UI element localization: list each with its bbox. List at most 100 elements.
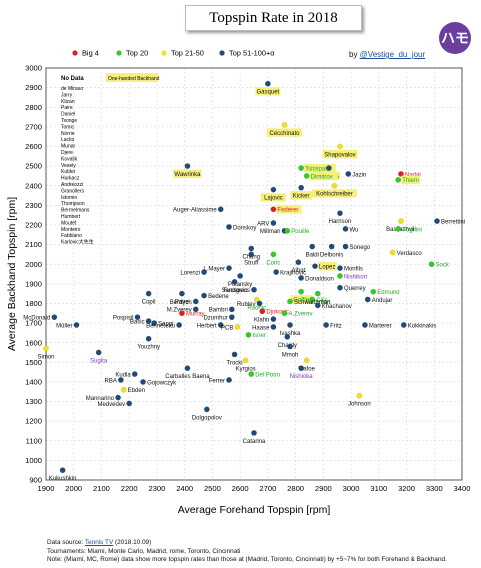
point-marker (362, 322, 368, 328)
point-marker (356, 392, 363, 399)
point-label: Benneteau (146, 323, 175, 329)
point-label: Bedene (208, 294, 229, 300)
y-tick-label: 1200 (25, 417, 42, 426)
point-marker (270, 316, 277, 322)
no-data-item: Daniel (61, 112, 75, 118)
point-marker (217, 322, 224, 328)
one-handed-highlight (401, 175, 420, 185)
point-marker (265, 80, 271, 87)
point-marker (226, 224, 232, 230)
point-label: Khachanov (322, 304, 352, 310)
author-handle-link[interactable]: @Vestige_du_jour (359, 50, 426, 59)
brand-logo-icon: ハモ (439, 22, 471, 54)
point-label: Krajinovic (280, 270, 306, 276)
point-label: Basilashvili (386, 227, 416, 233)
point-label: Polansky (228, 282, 252, 288)
point-marker (226, 377, 232, 383)
tick-labels: 1900 2000 2100 2200 2300 2400 2500 2600 2700 2800… (25, 64, 470, 493)
point-marker (228, 306, 235, 313)
point-marker (298, 288, 304, 295)
point-marker (337, 210, 343, 217)
x-tick-label: 2300 (148, 484, 165, 493)
y-tick-label: 1600 (25, 338, 42, 347)
point-marker (309, 296, 316, 303)
legend: Big 4 Top 20 Top 21-50 Top 51-100+α (72, 49, 275, 58)
one-handed-highlight (309, 171, 339, 181)
point-marker (51, 314, 58, 321)
point-label: Sugita (90, 358, 108, 364)
no-data-title: No Data (61, 76, 84, 82)
point-label: Cilic (316, 298, 327, 304)
data-source-link[interactable]: Tennis TV (84, 539, 114, 546)
one-handed-highlight (318, 262, 337, 271)
point-label: Cecchinato (269, 131, 300, 137)
point-marker (398, 171, 404, 177)
grid (45, 67, 463, 481)
y-tick-label: 2300 (25, 201, 42, 210)
one-handed-highlight (276, 205, 302, 214)
point-label: Wawrinka (174, 172, 201, 178)
one-handed-highlight (290, 191, 313, 200)
point-marker (395, 176, 402, 183)
point-label: Monfils (344, 267, 363, 273)
point-label: Dimitrov (311, 174, 333, 180)
point-marker (176, 322, 182, 328)
x-tick-label: 2700 (259, 484, 276, 493)
no-data-item: Norrie (61, 131, 75, 137)
point-marker (145, 290, 152, 297)
y-tick-label: 1500 (25, 358, 42, 367)
point-marker (151, 320, 158, 326)
point-label: Ferrer (209, 378, 225, 384)
legend-label: Top 20 (126, 49, 148, 58)
point-label: Tiafoe (298, 366, 315, 372)
point-label: Paire (175, 300, 190, 306)
point-label: Herbert (197, 323, 217, 329)
point-label: Lopez (319, 265, 335, 271)
point-label: Mannarino (86, 396, 115, 402)
point-label: Carballes Baena (165, 374, 210, 380)
no-data-item: Paire (61, 105, 73, 111)
point-label: Baldi (306, 253, 319, 259)
point-label: McDonald (23, 316, 50, 322)
point-label: Shapovalov (324, 152, 355, 158)
point-label: Raonic (247, 306, 266, 312)
point-label: Murray (186, 312, 205, 318)
point-marker (204, 406, 210, 413)
one-handed-highlight (173, 169, 202, 178)
point-marker (179, 310, 185, 317)
point-label: Müller (56, 323, 72, 329)
point-marker (134, 314, 141, 321)
point-marker (231, 278, 238, 285)
legend-marker (72, 50, 78, 56)
x-tick-label: 2900 (315, 484, 332, 493)
point-marker (400, 322, 407, 328)
point-label: Kyrgios (236, 366, 256, 372)
point-marker (126, 400, 133, 407)
point-label: Rublev (237, 302, 256, 308)
x-tick-label: 3300 (426, 484, 443, 493)
legend-label: Big 4 (82, 49, 99, 58)
point-label: Goffin (293, 298, 309, 304)
point-label: Pouille (291, 229, 310, 235)
legend-label: Top 51-100+α (229, 49, 275, 58)
point-label: M.Zverev (167, 308, 192, 314)
point-marker (428, 261, 435, 268)
y-tick-label: 2400 (25, 181, 42, 190)
point-label: A.Zverev (289, 312, 313, 318)
x-tick-label: 2200 (121, 484, 138, 493)
x-tick-label: 3400 (454, 484, 471, 493)
point-marker (337, 265, 343, 271)
no-data-item: de Minaur (61, 86, 84, 92)
point-label: Edmund (377, 290, 399, 296)
point-label: L.Mayer (203, 267, 225, 273)
point-marker (337, 284, 343, 291)
point-label: Kohlschreiber (316, 192, 353, 198)
point-marker (342, 243, 349, 250)
point-marker (284, 227, 291, 234)
point-label: Chardy (278, 343, 297, 349)
one-handed-highlight (304, 163, 336, 173)
point-marker (398, 218, 404, 224)
x-axis-label: Average Forehand Topspin [rpm] (178, 504, 331, 516)
chart-title: Topspin Rate in 2018 (185, 5, 362, 31)
point-label: Struff (244, 260, 259, 266)
